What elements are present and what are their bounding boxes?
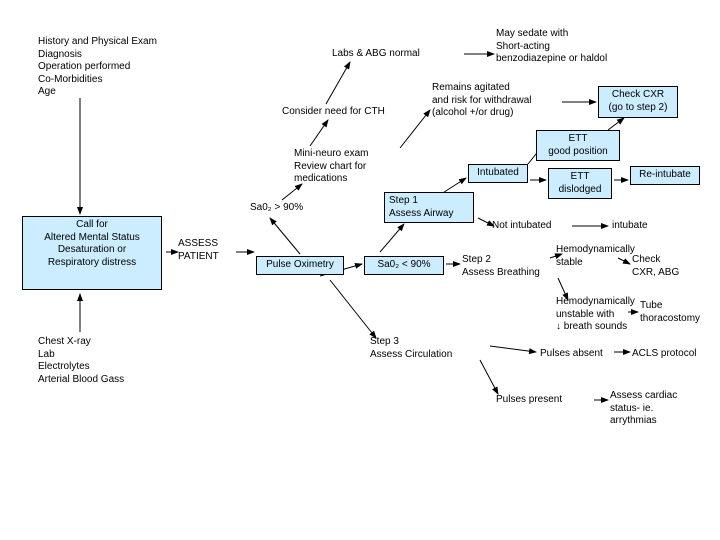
node-cth: Consider need for CTH (282, 106, 422, 120)
node-sao2_hi: Sa0₂ > 90% (250, 202, 330, 216)
node-reintubate: Re-intubate (630, 166, 700, 185)
node-call: Call for Altered Mental Status Desaturat… (22, 216, 162, 290)
node-check_cxrabg: Check CXR, ABG (632, 254, 712, 282)
node-pulses_pres: Pulses present (496, 394, 596, 408)
edge (480, 360, 498, 394)
node-remains: Remains agitated and risk for withdrawal… (432, 82, 562, 124)
node-mini_neuro: Mini-neuro exam Review chart for medicat… (294, 148, 404, 190)
node-check_cxr2: Check CXR (go to step 2) (598, 86, 678, 118)
edge (380, 224, 404, 252)
flowchart-canvas: History and Physical Exam Diagnosis Oper… (0, 0, 720, 540)
node-labs_abg: Labs & ABG normal (332, 48, 462, 62)
node-assess_pt: ASSESS PATIENT (178, 238, 236, 266)
edge (310, 120, 328, 146)
node-intubated: Intubated (468, 164, 528, 183)
node-cxr_lab: Chest X-ray Lab Electrolytes Arterial Bl… (38, 336, 198, 396)
node-intubate: intubate (612, 220, 672, 234)
edge (270, 218, 300, 254)
edge (330, 280, 376, 338)
node-pulses_abs: Pulses absent (540, 348, 630, 362)
node-step1: Step 1 Assess Airway (384, 192, 474, 223)
node-ett_good: ETT good position (536, 130, 620, 161)
node-assess_card: Assess cardiac status- ie. arrythmias (610, 390, 710, 432)
node-sao2_lo: Sa0₂ < 90% (364, 256, 444, 275)
node-acls: ACLS protocol (632, 348, 712, 362)
edge (490, 346, 536, 352)
node-pulseox: Pulse Oximetry (256, 256, 344, 275)
node-sedate: May sedate with Short-acting benzodiazep… (496, 28, 656, 70)
node-not_intub: Not intubated (492, 220, 572, 234)
node-ett_dis: ETT dislodged (548, 168, 612, 199)
node-step3: Step 3 Assess Circulation (370, 336, 490, 364)
node-tube_thor: Tube thoracostomy (640, 300, 720, 328)
node-hpe: History and Physical Exam Diagnosis Oper… (38, 36, 208, 99)
edge (326, 62, 350, 104)
edge (608, 118, 624, 130)
